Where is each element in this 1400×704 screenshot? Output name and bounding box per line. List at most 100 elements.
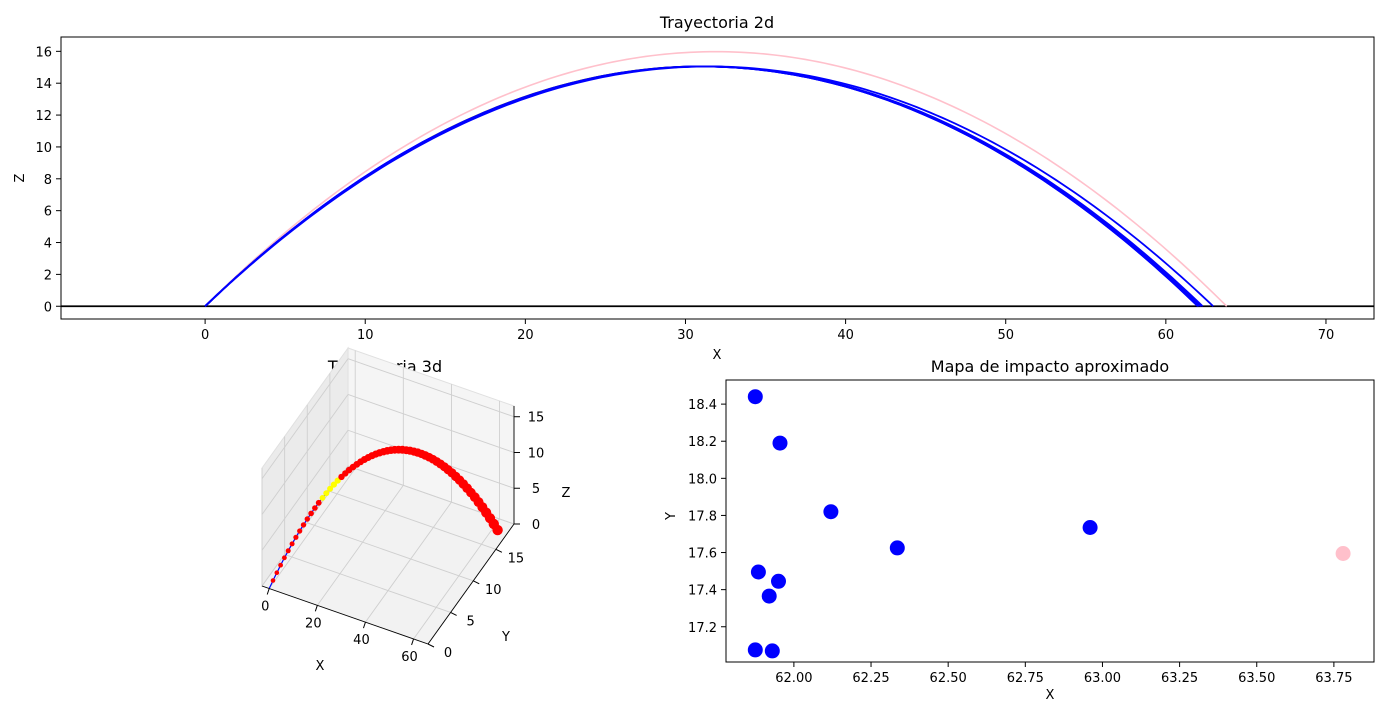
trajectory-3d-point — [312, 505, 318, 511]
trajectory-2d-series — [61, 50, 1374, 308]
trajectory-2d-ytick-label: 12 — [35, 109, 52, 124]
trajectory-2d-ytick-label: 2 — [44, 268, 52, 283]
ytick-label-3d: 5 — [466, 614, 474, 629]
grid-line-3d — [261, 394, 349, 515]
trajectory-3d-point — [492, 524, 503, 536]
grid-line-3d — [347, 358, 515, 418]
trajectory-2d-xtick-label: 10 — [357, 328, 374, 343]
trajectory-3d-point — [274, 570, 280, 575]
trajectory-2d-ylabel: Z — [13, 173, 28, 182]
impact-map-xtick-label: 63.75 — [1315, 671, 1352, 686]
grid-line-3d — [365, 501, 452, 623]
trajectory-3d-point — [297, 528, 303, 534]
impact-point — [764, 643, 780, 659]
xtick-label-3d: 40 — [353, 633, 370, 648]
impact-map-ytick-label: 18.2 — [688, 435, 717, 450]
trajectory-3d-point — [327, 485, 334, 492]
ytick-label-3d: 15 — [508, 551, 525, 566]
impact-map-xtick-label: 62.25 — [852, 671, 889, 686]
impact-map-title: Mapa de impacto aproximado — [931, 357, 1169, 376]
trajectory-3d-point — [278, 562, 283, 568]
trajectory-2d-ytick-label: 6 — [44, 205, 52, 220]
trajectory-3d-point — [293, 534, 299, 540]
trajectory-3d-point — [282, 555, 287, 561]
trajectory-2d-frame — [60, 36, 1375, 320]
trajectory-3d-point — [270, 578, 276, 583]
impact-point — [1082, 520, 1098, 535]
impact-point — [747, 389, 763, 405]
trajectory-3d-point — [319, 495, 326, 501]
impact-map-xtick-label: 63.25 — [1161, 671, 1198, 686]
trajectory-2d-title: Trayectoria 2d — [659, 13, 774, 32]
xtick-label-3d: 60 — [401, 650, 418, 665]
ytick-3d — [450, 611, 457, 616]
impact-map-xtick-label: 62.50 — [930, 671, 967, 686]
grid-line-3d — [284, 553, 451, 613]
trajectory-3d-points — [268, 445, 503, 589]
trajectory-2d-xtick-label: 0 — [201, 328, 209, 343]
ytick-3d — [473, 580, 480, 585]
trajectory-2d-highlight — [428, 65, 686, 140]
trajectory-3d-point — [315, 499, 322, 506]
impact-point — [747, 642, 763, 658]
trajectory-3d-point — [308, 510, 314, 517]
xtick-label-3d: 0 — [261, 600, 269, 615]
impact-point — [771, 573, 786, 589]
trajectory-2d-panel: Trayectoria 2d 0 10 20 30 40 50 60 70 0 2 4 6 8 10 12 1… — [13, 13, 1375, 363]
impact-map-ytick-label: 17.4 — [688, 584, 717, 599]
xtick-3d — [411, 638, 415, 646]
ytick-label-3d: 0 — [444, 646, 452, 661]
impact-map-panel: Mapa de impacto aproximado 62.00 62.25 62.… — [664, 357, 1375, 703]
ztick-label-3d: 0 — [532, 518, 540, 533]
impact-map-xtick-label: 63.00 — [1084, 671, 1121, 686]
trajectory-2d-xtick-label: 60 — [1158, 328, 1175, 343]
impact-map-xtick-label: 62.75 — [1007, 671, 1044, 686]
trajectory-2d-xtick-label: 40 — [837, 328, 854, 343]
impact-map-xtick-label: 62.00 — [775, 671, 812, 686]
axis-y-3d — [427, 523, 515, 645]
axis-x-3d — [261, 585, 429, 645]
impact-point — [772, 435, 788, 451]
grid-line-3d — [268, 468, 356, 589]
ztick-label-3d: 5 — [532, 482, 540, 497]
trajectory-2d-ytick-label: 14 — [35, 77, 52, 92]
ztick-label-3d: 15 — [528, 411, 545, 426]
xtick-3d — [362, 621, 366, 629]
grid-line-3d — [347, 394, 515, 453]
impact-map-xtick-label: 63.50 — [1238, 671, 1275, 686]
trajectory-2d-ytick-label: 8 — [44, 173, 52, 188]
trajectory-3d-point — [285, 548, 291, 554]
trajectory-2d-ytick-label: 10 — [35, 141, 52, 156]
trajectory-2d-xtick-label: 30 — [677, 328, 694, 343]
grid-line-3d — [307, 522, 474, 582]
grid-line-3d — [413, 518, 500, 640]
impact-point — [761, 588, 777, 604]
grid-line-3d — [261, 358, 349, 479]
xtick-3d — [314, 605, 318, 612]
impact-point — [889, 540, 905, 556]
trajectory-2d-line — [204, 65, 1214, 307]
grid-line-3d — [316, 485, 404, 606]
xtick-3d — [266, 588, 270, 595]
impact-map-frame — [725, 379, 1375, 663]
impact-point — [1335, 546, 1351, 561]
trajectory-2d-xtick-label: 70 — [1318, 328, 1335, 343]
ytick-3d — [427, 643, 435, 648]
trajectory-3d-xlabel: X — [316, 659, 325, 674]
trajectory-2d-ytick-label: 0 — [44, 300, 52, 315]
xtick-label-3d: 20 — [305, 616, 322, 631]
impact-map-ytick-label: 18.0 — [688, 472, 717, 487]
grid-line-3d — [329, 490, 497, 550]
ytick-3d — [495, 548, 503, 553]
impact-map-ytick-label: 18.4 — [688, 398, 717, 413]
impact-map-ytick-label: 17.2 — [688, 621, 717, 636]
trajectory-3d-point — [323, 490, 330, 497]
trajectory-3d-point — [330, 481, 337, 488]
trajectory-3d-point — [289, 541, 295, 547]
impact-map-ylabel: Y — [664, 512, 679, 521]
grid-line-3d — [261, 429, 349, 551]
impact-map-points — [747, 389, 1351, 659]
impact-point — [750, 564, 766, 580]
